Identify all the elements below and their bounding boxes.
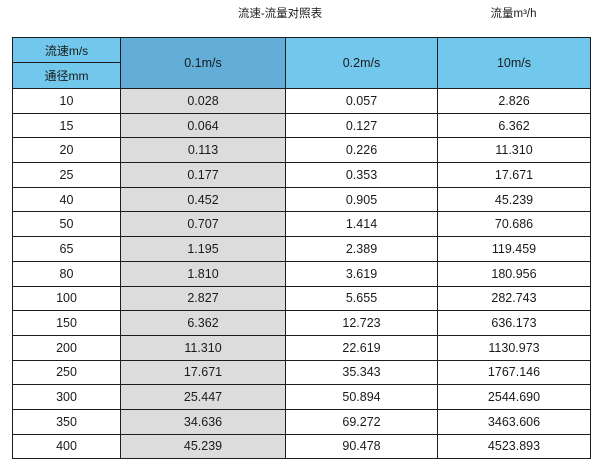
cell-flow-0: 6.362 <box>120 310 286 336</box>
cell-diameter: 250 <box>12 359 121 386</box>
cell-flow-2: 2544.690 <box>437 384 591 410</box>
cell-flow-2: 6.362 <box>437 112 591 139</box>
column-header-0: 0.1m/s <box>120 37 286 89</box>
cell-flow-2: 11.310 <box>437 137 591 164</box>
cell-flow-1: 12.723 <box>285 310 438 336</box>
table-row: 40 0.452 0.905 45.239 <box>12 186 591 213</box>
cell-flow-0: 2.827 <box>120 285 286 312</box>
table-row: 25 0.177 0.353 17.671 <box>12 162 591 188</box>
table-row: 50 0.707 1.414 70.686 <box>12 211 591 238</box>
cell-flow-0: 0.707 <box>120 211 286 238</box>
cell-flow-0: 0.113 <box>120 137 286 164</box>
cell-flow-1: 1.414 <box>285 211 438 238</box>
header-row: 流速m/s 通径mm 0.1m/s 0.2m/s 10m/s <box>12 37 591 89</box>
cell-flow-1: 3.619 <box>285 260 438 287</box>
flow-comparison-table: 流速m/s 通径mm 0.1m/s 0.2m/s 10m/s 10 0.028 0.… <box>12 37 591 460</box>
cell-flow-1: 0.127 <box>285 112 438 139</box>
flow-comparison-table-container: 流速m/s 通径mm 0.1m/s 0.2m/s 10m/s 10 0.028 0.… <box>12 37 591 460</box>
cell-diameter: 80 <box>12 260 121 287</box>
cell-flow-1: 0.226 <box>285 137 438 164</box>
cell-diameter: 200 <box>12 334 121 361</box>
cell-flow-0: 45.239 <box>120 433 286 460</box>
flow-unit-label: 流量m³/h <box>490 8 537 20</box>
corner-velocity-label: 流速m/s <box>13 38 120 63</box>
cell-flow-0: 0.452 <box>120 186 286 213</box>
corner-inner: 流速m/s 通径mm <box>13 38 120 88</box>
cell-flow-2: 282.743 <box>437 285 591 312</box>
table-row: 350 34.636 69.272 3463.606 <box>12 408 591 435</box>
cell-diameter: 350 <box>12 408 121 435</box>
cell-flow-1: 2.389 <box>285 236 438 262</box>
cell-flow-1: 0.353 <box>285 162 438 188</box>
cell-diameter: 100 <box>12 285 121 312</box>
corner-diameter-label: 通径mm <box>44 68 89 83</box>
cell-flow-0: 25.447 <box>120 384 286 410</box>
cell-flow-2: 1130.973 <box>437 334 591 361</box>
cell-flow-1: 5.655 <box>285 285 438 312</box>
table-row: 400 45.239 90.478 4523.893 <box>12 433 591 460</box>
cell-flow-0: 0.028 <box>120 88 286 114</box>
cell-diameter: 15 <box>12 112 121 139</box>
cell-flow-0: 1.810 <box>120 260 286 287</box>
caption-bar: 流速-流量对照表 流量m³/h <box>0 0 600 36</box>
cell-diameter: 300 <box>12 384 121 410</box>
page-title: 流速-流量对照表 <box>237 8 323 20</box>
cell-diameter: 20 <box>12 137 121 164</box>
table-row: 250 17.671 35.343 1767.146 <box>12 359 591 386</box>
cell-flow-2: 70.686 <box>437 211 591 238</box>
cell-diameter: 10 <box>12 88 121 114</box>
header-corner-cell: 流速m/s 通径mm <box>12 37 121 89</box>
cell-diameter: 400 <box>12 433 121 460</box>
cell-diameter: 40 <box>12 186 121 213</box>
cell-flow-2: 119.459 <box>437 236 591 262</box>
table-body: 10 0.028 0.057 2.826 15 0.064 0.127 6.362 20 0.11… <box>12 88 591 460</box>
column-header-1: 0.2m/s <box>285 37 438 89</box>
cell-flow-0: 0.177 <box>120 162 286 188</box>
cell-flow-1: 35.343 <box>285 359 438 386</box>
cell-flow-1: 90.478 <box>285 433 438 460</box>
cell-flow-0: 0.064 <box>120 112 286 139</box>
cell-flow-1: 50.894 <box>285 384 438 410</box>
cell-diameter: 25 <box>12 162 121 188</box>
cell-flow-1: 0.057 <box>285 88 438 114</box>
column-header-2: 10m/s <box>437 37 591 89</box>
table-row: 200 11.310 22.619 1130.973 <box>12 334 591 361</box>
table-row: 10 0.028 0.057 2.826 <box>12 88 591 114</box>
cell-flow-0: 11.310 <box>120 334 286 361</box>
cell-flow-0: 17.671 <box>120 359 286 386</box>
cell-flow-2: 636.173 <box>437 310 591 336</box>
cell-flow-0: 1.195 <box>120 236 286 262</box>
cell-flow-0: 34.636 <box>120 408 286 435</box>
cell-flow-2: 3463.606 <box>437 408 591 435</box>
cell-flow-2: 45.239 <box>437 186 591 213</box>
table-row: 100 2.827 5.655 282.743 <box>12 285 591 312</box>
cell-flow-1: 69.272 <box>285 408 438 435</box>
table-row: 150 6.362 12.723 636.173 <box>12 310 591 336</box>
cell-flow-2: 2.826 <box>437 88 591 114</box>
cell-diameter: 65 <box>12 236 121 262</box>
cell-flow-2: 17.671 <box>437 162 591 188</box>
cell-flow-2: 4523.893 <box>437 433 591 460</box>
cell-flow-1: 22.619 <box>285 334 438 361</box>
cell-diameter: 50 <box>12 211 121 238</box>
table-row: 300 25.447 50.894 2544.690 <box>12 384 591 410</box>
table-row: 80 1.810 3.619 180.956 <box>12 260 591 287</box>
cell-diameter: 150 <box>12 310 121 336</box>
cell-flow-2: 180.956 <box>437 260 591 287</box>
table-row: 20 0.113 0.226 11.310 <box>12 137 591 164</box>
cell-flow-1: 0.905 <box>285 186 438 213</box>
table-header: 流速m/s 通径mm 0.1m/s 0.2m/s 10m/s <box>12 37 591 89</box>
table-row: 65 1.195 2.389 119.459 <box>12 236 591 262</box>
table-row: 15 0.064 0.127 6.362 <box>12 112 591 139</box>
cell-flow-2: 1767.146 <box>437 359 591 386</box>
